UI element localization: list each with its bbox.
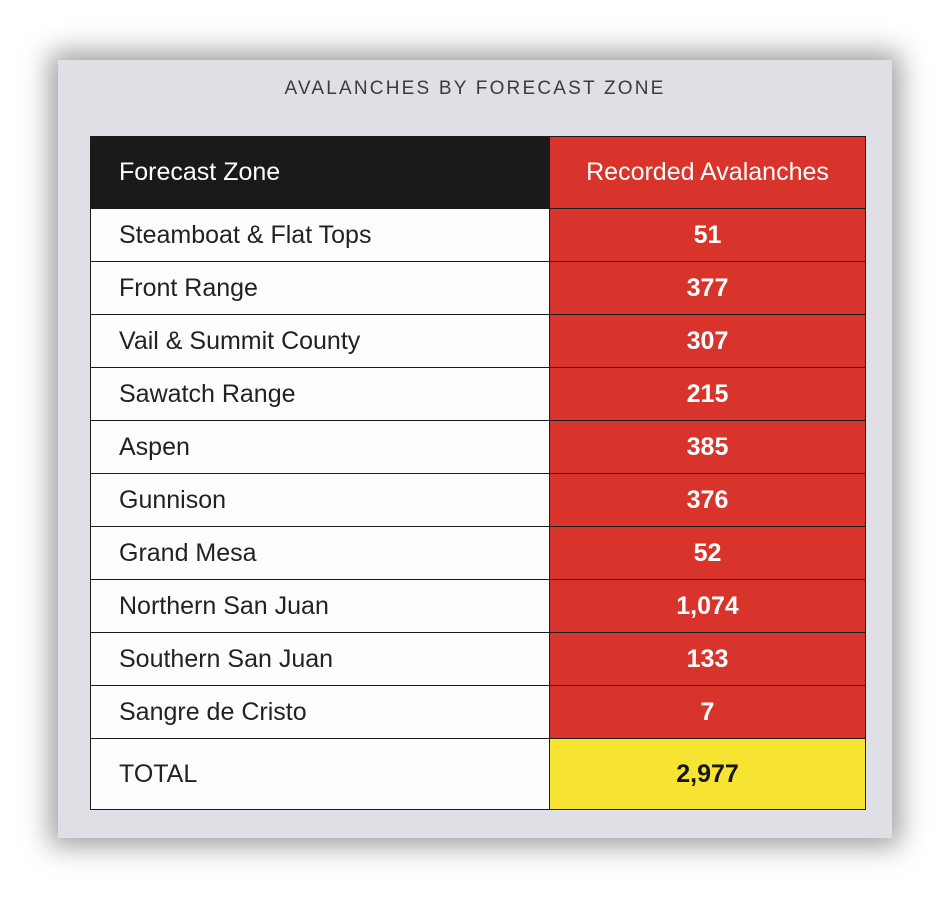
avalanche-count-cell: 376	[549, 473, 866, 527]
table-row: Southern San Juan 133	[90, 632, 866, 686]
avalanche-count-cell: 51	[549, 208, 866, 262]
zone-name-cell: Aspen	[90, 420, 550, 474]
zone-name-cell: Front Range	[90, 261, 550, 315]
table-row: Grand Mesa 52	[90, 526, 866, 580]
table-card: AVALANCHES BY FORECAST ZONE Forecast Zon…	[58, 60, 892, 838]
total-row: TOTAL 2,977	[90, 738, 866, 810]
avalanche-count-cell: 385	[549, 420, 866, 474]
zone-name-cell: Northern San Juan	[90, 579, 550, 633]
table-header-row: Forecast Zone Recorded Avalanches	[90, 136, 866, 209]
table-row: Vail & Summit County 307	[90, 314, 866, 368]
table-row: Sawatch Range 215	[90, 367, 866, 421]
table-row: Northern San Juan 1,074	[90, 579, 866, 633]
table-row: Steamboat & Flat Tops 51	[90, 208, 866, 262]
zone-name-cell: Gunnison	[90, 473, 550, 527]
avalanche-count-cell: 215	[549, 367, 866, 421]
avalanche-count-cell: 377	[549, 261, 866, 315]
avalanche-count-cell: 307	[549, 314, 866, 368]
table-body: Steamboat & Flat Tops 51 Front Range 377 Vai…	[90, 208, 866, 739]
avalanche-count-cell: 1,074	[549, 579, 866, 633]
table-row: Front Range 377	[90, 261, 866, 315]
zone-name-cell: Steamboat & Flat Tops	[90, 208, 550, 262]
zone-name-cell: Vail & Summit County	[90, 314, 550, 368]
zone-name-cell: Grand Mesa	[90, 526, 550, 580]
table-row: Gunnison 376	[90, 473, 866, 527]
zone-name-cell: Sangre de Cristo	[90, 685, 550, 739]
avalanche-table: Forecast Zone Recorded Avalanches Steamb…	[90, 136, 866, 810]
zone-name-cell: Southern San Juan	[90, 632, 550, 686]
table-row: Sangre de Cristo 7	[90, 685, 866, 739]
total-label: TOTAL	[90, 738, 550, 810]
chart-title: AVALANCHES BY FORECAST ZONE	[284, 78, 666, 99]
avalanche-count-cell: 7	[549, 685, 866, 739]
zone-name-cell: Sawatch Range	[90, 367, 550, 421]
avalanche-count-cell: 133	[549, 632, 866, 686]
column-header-zone: Forecast Zone	[90, 136, 550, 209]
avalanche-count-cell: 52	[549, 526, 866, 580]
total-value: 2,977	[549, 738, 866, 810]
table-row: Aspen 385	[90, 420, 866, 474]
column-header-count: Recorded Avalanches	[549, 136, 866, 209]
